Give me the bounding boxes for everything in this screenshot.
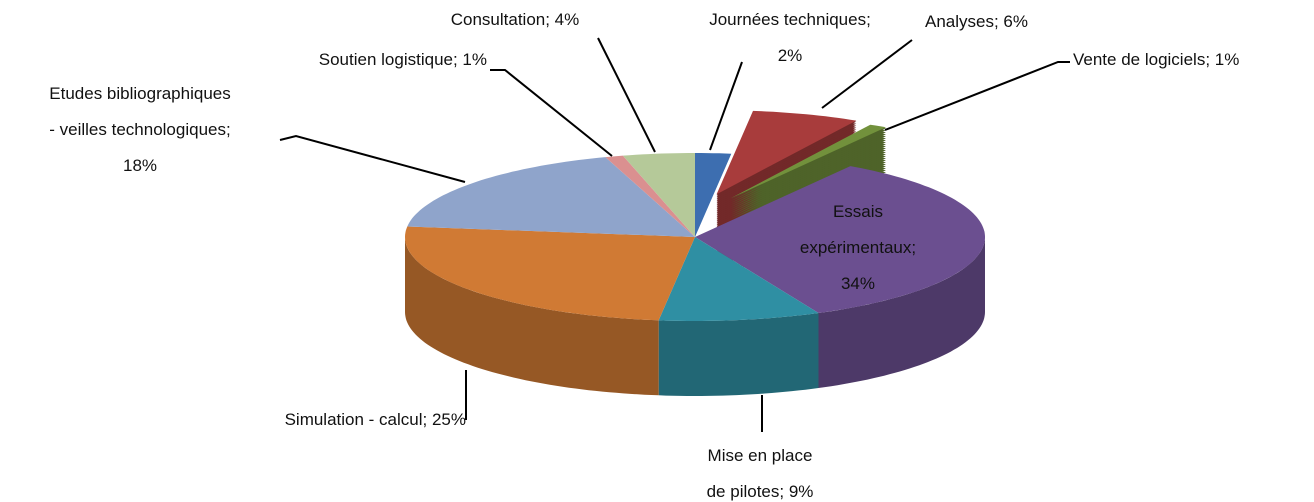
slice-side [730,137,886,212]
data-label: Etudes bibliographiques - veilles techno… [49,84,231,175]
data-label: Soutien logistique; 1% [318,50,487,69]
slice-side [405,237,659,396]
slice-side [818,237,985,388]
data-label: Mise en place de pilotes; 9% [706,446,814,501]
data-label: Consultation; 4% [450,10,580,29]
slice [605,155,695,237]
slice [716,110,857,195]
slice [695,153,732,237]
slice [730,124,886,199]
slice-side [730,131,886,206]
data-label: Analyses; 6% [925,12,1028,31]
leader-line [490,69,613,157]
slice-side [730,127,886,202]
leader-line [884,61,1070,131]
slice [695,166,985,313]
slice-side [658,313,819,396]
leader-line [597,37,656,153]
slice-side [730,133,886,208]
slice [407,157,695,237]
data-label: Vente de logiciels; 1% [1073,50,1240,69]
slice-side [730,147,886,222]
slice-side [730,139,886,214]
leader-line [709,61,743,151]
data-label: Essais expérimentaux; 34% [799,202,917,293]
leader-line [279,134,466,183]
slice [622,153,695,237]
slice-side [730,135,886,210]
slice [405,226,695,321]
slice-side [730,129,886,204]
slice-side [730,143,886,218]
data-label: Journées techniques; 2% [709,10,871,65]
slice-side [730,145,886,220]
slice-side [730,141,886,216]
leader-line [821,39,913,109]
data-label: Simulation - calcul; 25% [284,410,466,429]
slice [658,237,819,321]
